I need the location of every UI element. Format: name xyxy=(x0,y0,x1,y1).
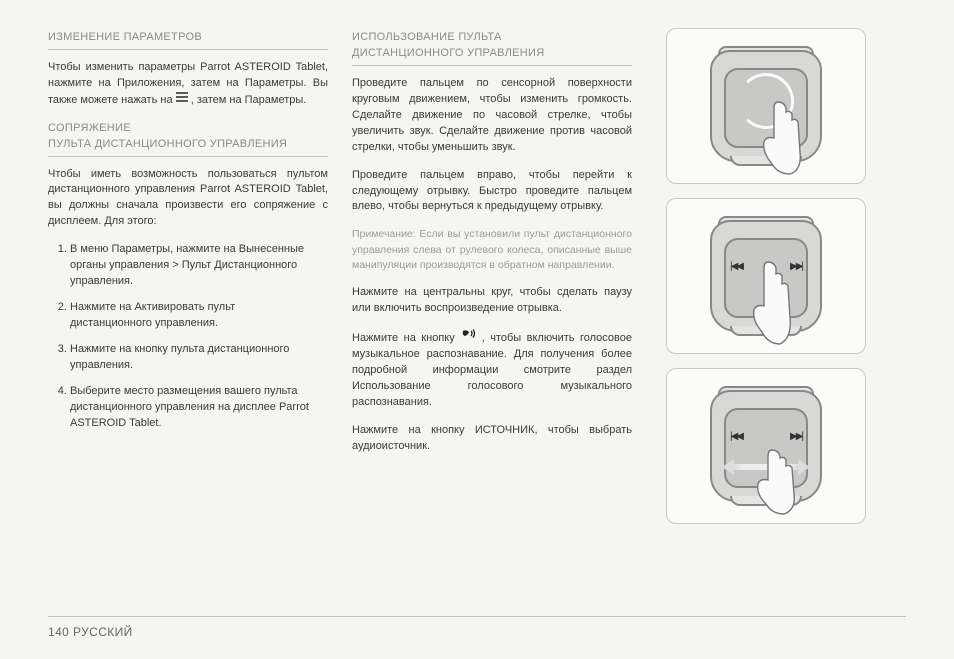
page-footer: 140 РУССКИЙ xyxy=(48,625,133,639)
step-item: Нажмите на кнопку пульта дистанционного … xyxy=(70,342,328,374)
section-title-pairing: СОПРЯЖЕНИЕ ПУЛЬТА ДИСТАНЦИОННОГО УПРАВЛЕ… xyxy=(48,121,328,157)
section-title-params: ИЗМЕНЕНИЕ ПАРАМЕТРОВ xyxy=(48,30,328,50)
remote-illustration: |◀◀ ▶▶| xyxy=(704,386,828,506)
para-pause: Нажмите на центральны круг, чтобы сделат… xyxy=(352,285,632,317)
para-source: Нажмите на кнопку ИСТОЧНИК, чтобы выбрат… xyxy=(352,423,632,455)
column-2: ИСПОЛЬЗОВАНИЕ ПУЛЬТА ДИСТАНЦИОННОГО УПРА… xyxy=(352,28,632,524)
menu-icon xyxy=(176,92,188,108)
text: СОПРЯЖЕНИЕ xyxy=(48,122,131,134)
section-title-usage: ИСПОЛЬЗОВАНИЕ ПУЛЬТА ДИСТАНЦИОННОГО УПРА… xyxy=(352,30,632,66)
step-item: Нажмите на Активировать пульт дистанцион… xyxy=(70,300,328,332)
prev-track-icon: |◀◀ xyxy=(730,260,742,275)
page-number: 140 xyxy=(48,625,69,639)
finger-icon xyxy=(750,258,794,346)
text: ИСПОЛЬЗОВАНИЕ ПУЛЬТА xyxy=(352,31,502,43)
text: ДИСТАНЦИОННОГО УПРАВЛЕНИЯ xyxy=(352,47,544,59)
gesture-swipe: |◀◀ ▶▶| xyxy=(666,368,866,524)
next-track-icon: ▶▶| xyxy=(790,430,802,445)
column-1: ИЗМЕНЕНИЕ ПАРАМЕТРОВ Чтобы изменить пара… xyxy=(48,28,328,524)
finger-icon xyxy=(760,98,804,176)
para-swipe: Проведите пальцем вправо, чтобы перейти … xyxy=(352,168,632,216)
para-pairing: Чтобы иметь возможность пользоваться пул… xyxy=(48,167,328,231)
page-lang: РУССКИЙ xyxy=(73,625,133,639)
para-params: Чтобы изменить параметры Parrot ASTEROID… xyxy=(48,60,328,109)
gesture-track: |◀◀ ▶▶| xyxy=(666,198,866,354)
remote-illustration: |◀◀ ▶▶| xyxy=(704,216,828,336)
finger-icon xyxy=(754,446,798,516)
footer-rule xyxy=(48,616,906,617)
step-item: В меню Параметры, нажмите на Вынесенные … xyxy=(70,242,328,290)
text: ПУЛЬТА ДИСТАНЦИОННОГО УПРАВЛЕНИЯ xyxy=(48,138,287,150)
gesture-volume xyxy=(666,28,866,184)
text: , затем на Параметры. xyxy=(191,94,307,106)
voice-icon xyxy=(460,329,476,347)
note-mirror: Примечание: Если вы установили пульт дис… xyxy=(352,227,632,273)
remote-illustration xyxy=(704,46,828,166)
step-item: Выберите место размещения вашего пульта … xyxy=(70,384,328,432)
steps-list: В меню Параметры, нажмите на Вынесенные … xyxy=(48,242,328,431)
para-volume: Проведите пальцем по сенсорной поверхнос… xyxy=(352,76,632,156)
text: Нажмите на кнопку xyxy=(352,332,460,344)
column-illustrations: |◀◀ ▶▶| |◀◀ ▶▶| xyxy=(656,28,876,524)
prev-track-icon: |◀◀ xyxy=(730,430,742,445)
para-voice: Нажмите на кнопку , чтобы включить голос… xyxy=(352,329,632,411)
